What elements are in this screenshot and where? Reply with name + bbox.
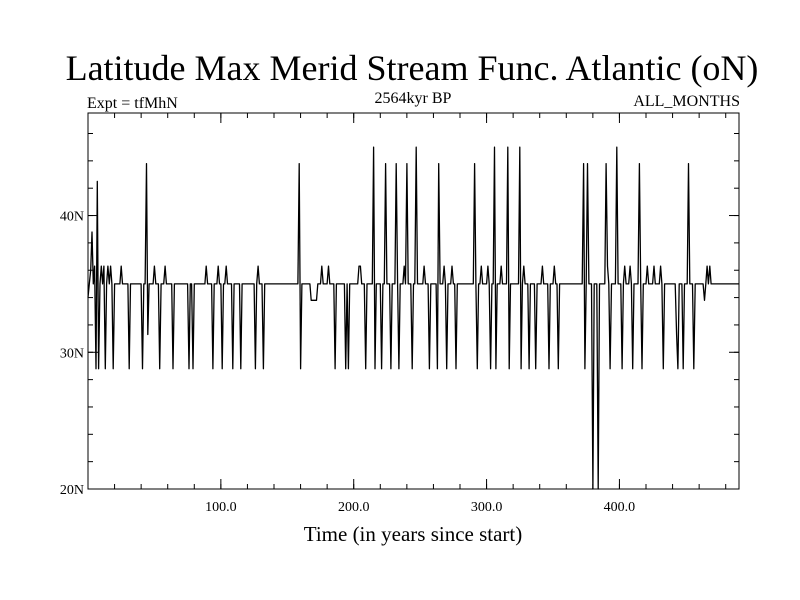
plot-frame bbox=[87, 112, 740, 490]
x-tick-label: 400.0 bbox=[604, 500, 636, 515]
period-label: 2564kyr BP bbox=[375, 90, 452, 107]
chart-title: Latitude Max Merid Stream Func. Atlantic… bbox=[66, 48, 759, 88]
x-tick-label: 100.0 bbox=[205, 500, 237, 515]
y-tick-label: 20N bbox=[60, 483, 84, 498]
tick-labels: 100.0 200.0 300.0 400.0 20N 30N 40N bbox=[60, 210, 635, 515]
months-label: ALL_MONTHS bbox=[633, 93, 740, 110]
experiment-label: Expt = tfMhN bbox=[87, 95, 178, 112]
y-tick-label: 40N bbox=[60, 210, 84, 225]
x-tick-label: 300.0 bbox=[471, 500, 503, 515]
x-axis-label: Time (in years since start) bbox=[304, 522, 523, 546]
x-tick-label: 200.0 bbox=[338, 500, 370, 515]
series-line bbox=[87, 146, 739, 490]
y-tick-label: 30N bbox=[60, 346, 84, 361]
